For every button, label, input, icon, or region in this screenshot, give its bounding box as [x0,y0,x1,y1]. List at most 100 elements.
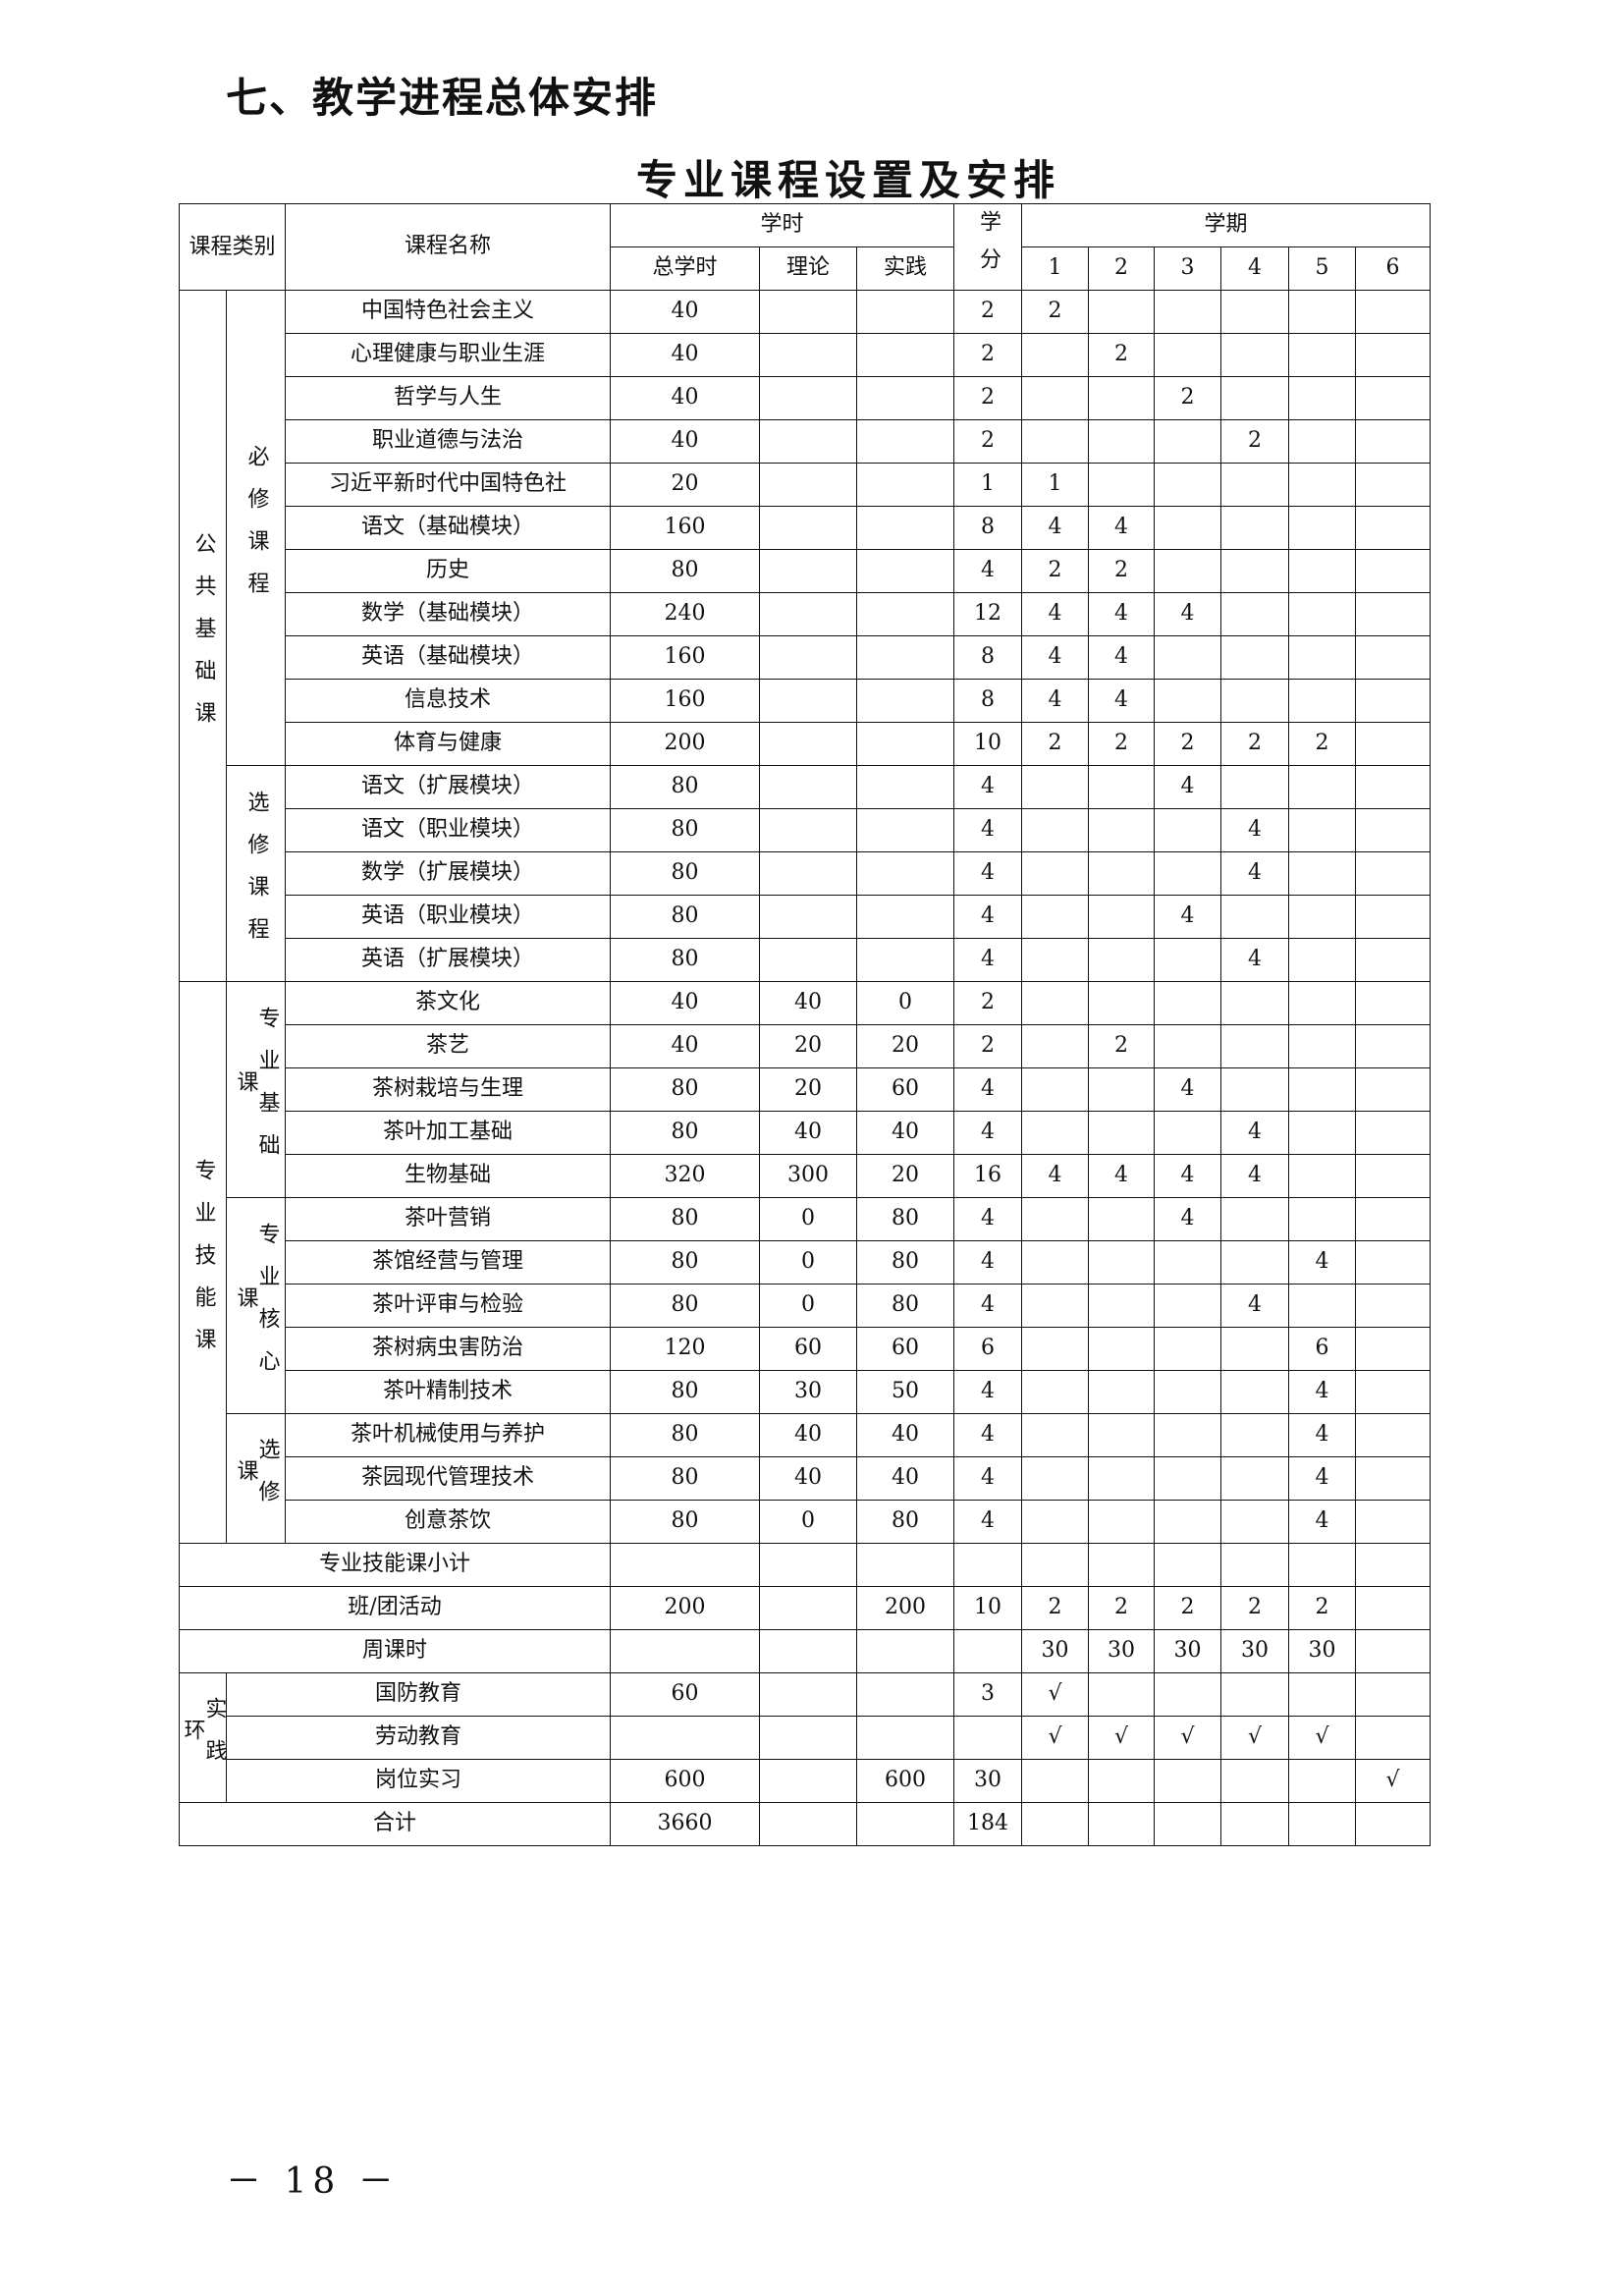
total-hours: 40 [610,290,761,334]
sem-1: 2 [1021,722,1090,766]
sem-6 [1355,506,1432,550]
course-name: 茶馆经营与管理 [285,1240,612,1285]
total-hours: 80 [610,1067,761,1112]
sem-4 [1220,463,1290,507]
theory-hours [759,679,858,723]
sem-1 [1021,1197,1090,1241]
sem-6 [1355,1327,1432,1371]
total-hours: 80 [610,1413,761,1457]
sem-3 [1154,1802,1222,1846]
sem-6 [1355,981,1432,1025]
course-name: 历史 [285,549,612,593]
sem-5 [1288,1067,1357,1112]
sem-3 [1154,1456,1222,1501]
sem-2 [1088,419,1156,464]
credits: 4 [953,1500,1023,1544]
sem-5: √ [1288,1716,1357,1760]
total-hours: 160 [610,679,761,723]
credits: 4 [953,1413,1023,1457]
practice-hours [856,895,955,939]
sem-5: 2 [1288,722,1357,766]
course-name: 岗位实习 [225,1759,612,1803]
total-hours: 200 [610,1586,761,1630]
sem-2 [1088,1240,1156,1285]
header-semester-2: 2 [1088,246,1156,291]
theory-hours [759,1543,858,1587]
practice-hours [856,419,955,464]
total-hours: 20 [610,463,761,507]
credits: 16 [953,1154,1023,1198]
sem-3: 4 [1154,592,1222,636]
credits: 184 [953,1802,1023,1846]
table-row: 专业核心课 茶叶营销 80 0 80 4 4 [180,1197,1432,1414]
sem-2: 4 [1088,635,1156,680]
sem-2 [1088,765,1156,809]
sem-4: 4 [1220,1154,1290,1198]
sem-3: √ [1154,1716,1222,1760]
practice-hours [856,1672,955,1717]
theory-hours: 40 [759,1456,858,1501]
sem-2 [1088,1672,1156,1717]
sem-3 [1154,549,1222,593]
course-name: 英语（扩展模块） [285,938,612,982]
sem-6 [1355,1802,1432,1846]
course-name: 合计 [178,1802,612,1846]
practice-hours: 60 [856,1327,955,1371]
sem-3: 4 [1154,765,1222,809]
theory-hours: 20 [759,1067,858,1112]
theory-hours [759,1716,858,1760]
sem-1 [1021,1759,1090,1803]
total-hours: 40 [610,333,761,377]
page-number: － 18 － [226,2161,400,2202]
theory-hours [759,1672,858,1717]
theory-hours [759,765,858,809]
credits: 30 [953,1759,1023,1803]
table-row: 选修课 茶叶机械使用与养护 80 40 40 4 4 [180,1413,1432,1544]
sem-3: 30 [1154,1629,1222,1673]
sem-1 [1021,938,1090,982]
sem-2: 4 [1088,506,1156,550]
course-name: 茶叶机械使用与养护 [285,1413,612,1457]
credits: 4 [953,808,1023,852]
sem-5 [1288,1802,1357,1846]
sem-6 [1355,679,1432,723]
sem-5: 4 [1288,1413,1357,1457]
sem-3: 4 [1154,1067,1222,1112]
sem-2: 2 [1088,1024,1156,1068]
header-hours: 学时 [610,203,955,247]
sem-6 [1355,1629,1432,1673]
header-semester-5: 5 [1288,246,1357,291]
sem-5 [1288,1154,1357,1198]
category-label: 公共基础课 [179,290,227,982]
sem-3 [1154,938,1222,982]
theory-hours [759,463,858,507]
course-name: 茶树栽培与生理 [285,1067,612,1112]
table-row: 创意茶饮 80 0 80 4 4 [180,1500,1432,1544]
credits: 6 [953,1327,1023,1371]
category-label: 实践环 [179,1672,227,1803]
course-name: 劳动教育 [225,1716,612,1760]
sem-6 [1355,463,1432,507]
sem-5 [1288,506,1357,550]
table-row: 茶艺 40 20 20 2 2 [180,1024,1432,1068]
total-hours: 80 [610,808,761,852]
sem-3 [1154,851,1222,896]
practice-hours [856,506,955,550]
practice-hours [856,1716,955,1760]
sem-2 [1088,1500,1156,1544]
sem-6 [1355,1716,1432,1760]
sem-5: 4 [1288,1370,1357,1414]
sem-2 [1088,1456,1156,1501]
sem-6 [1355,290,1432,334]
total-hours: 80 [610,1197,761,1241]
sem-4 [1220,1543,1290,1587]
table-row: 英语（基础模块） 160 8 4 4 [180,635,1432,680]
theory-hours: 60 [759,1327,858,1371]
sem-5 [1288,549,1357,593]
sem-4: 4 [1220,938,1290,982]
course-name: 茶叶评审与检验 [285,1284,612,1328]
sem-1: 4 [1021,592,1090,636]
sem-2 [1088,981,1156,1025]
header-semester-6: 6 [1355,246,1432,291]
sem-5 [1288,1284,1357,1328]
